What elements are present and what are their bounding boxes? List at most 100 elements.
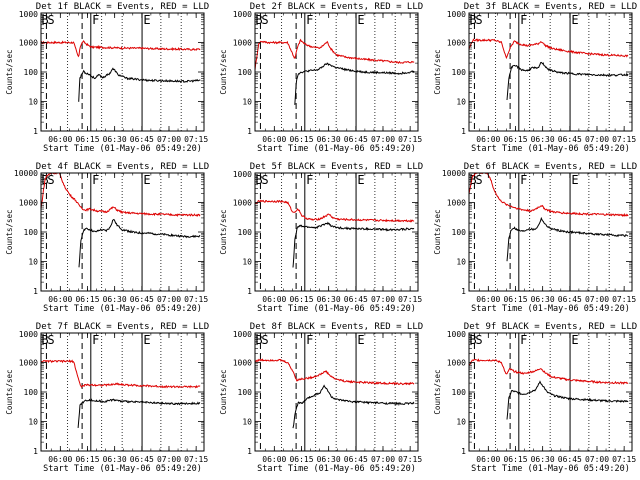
- marker-label-f: F: [306, 173, 313, 187]
- plot-frame: [468, 172, 633, 292]
- y-axis-label: Counts/sec: [219, 369, 228, 414]
- marker-label-b: B: [469, 13, 476, 27]
- marker-label-f: F: [306, 13, 313, 27]
- marker-label-b: B: [255, 333, 262, 347]
- marker-label-e: E: [571, 13, 578, 27]
- x-tick-label: 07:15: [398, 135, 422, 144]
- events-series-line: [292, 384, 415, 429]
- plot-frame: [254, 172, 419, 292]
- x-tick-label: 06:30: [317, 295, 341, 304]
- marker-label-s: S: [261, 333, 268, 347]
- x-tick-label: 06:15: [75, 455, 99, 464]
- x-axis-label: Start Time (01-May-06 05:49:20): [471, 144, 630, 154]
- x-tick-label: 06:15: [75, 135, 99, 144]
- x-tick-label: 06:30: [531, 295, 555, 304]
- y-tick-label: 100: [24, 388, 39, 397]
- panel-title: Det 6f BLACK = Events, RED = LLD: [464, 162, 637, 172]
- y-axis-label: Counts/sec: [5, 49, 14, 94]
- y-axis-label: Counts/sec: [219, 49, 228, 94]
- x-tick-label: 06:00: [262, 135, 286, 144]
- x-tick-label: 07:15: [184, 135, 208, 144]
- marker-label-e: E: [571, 173, 578, 187]
- x-tick-label: 06:00: [476, 295, 500, 304]
- x-axis-label: Start Time (01-May-06 05:49:20): [43, 304, 202, 314]
- plot-frame: [468, 12, 633, 132]
- y-tick-label: 1000: [447, 39, 466, 48]
- y-tick-label: 10: [242, 258, 252, 267]
- time-markers: [473, 333, 610, 451]
- events-series-line: [78, 67, 201, 102]
- marker-label-e: E: [571, 333, 578, 347]
- marker-label-f: F: [92, 333, 99, 347]
- x-tick-label: 07:15: [398, 455, 422, 464]
- x-tick-label: 07:00: [371, 455, 395, 464]
- events-series-line: [292, 221, 415, 268]
- x-tick-label: 06:30: [317, 455, 341, 464]
- marker-label-b: B: [41, 333, 48, 347]
- x-tick-label: 06:45: [130, 455, 154, 464]
- y-tick-label: 100: [24, 68, 39, 77]
- x-tick-label: 06:00: [48, 295, 72, 304]
- y-tick-label: 1000: [233, 359, 252, 368]
- marker-label-e: E: [143, 173, 150, 187]
- events-series-line: [77, 398, 201, 428]
- x-tick-label: 06:45: [344, 455, 368, 464]
- panel-title: Det 9f BLACK = Events, RED = LLD: [464, 322, 637, 332]
- y-tick-label: 10: [242, 98, 252, 107]
- x-tick-label: 07:15: [612, 455, 636, 464]
- x-tick-label: 06:45: [344, 135, 368, 144]
- y-tick-label: 1000: [19, 10, 38, 19]
- lld-series-line: [255, 199, 415, 223]
- plot-frame: [254, 332, 419, 452]
- x-tick-label: 06:15: [503, 295, 527, 304]
- series-group: [255, 38, 415, 105]
- marker-label-b: B: [469, 173, 476, 187]
- x-tick-label: 07:15: [612, 135, 636, 144]
- x-tick-label: 06:45: [130, 135, 154, 144]
- x-tick-label: 06:00: [262, 295, 286, 304]
- marker-label-s: S: [475, 173, 482, 187]
- x-tick-label: 07:15: [398, 295, 422, 304]
- events-series-line: [294, 62, 415, 105]
- y-tick-label: 1000: [233, 330, 252, 339]
- panel-title: Det 4f BLACK = Events, RED = LLD: [36, 162, 209, 172]
- series-group: [469, 173, 629, 262]
- marker-label-f: F: [520, 13, 527, 27]
- time-markers: [259, 173, 396, 291]
- y-tick-label: 10: [242, 418, 252, 427]
- y-tick-label: 100: [452, 388, 467, 397]
- x-tick-label: 06:45: [130, 295, 154, 304]
- x-tick-label: 07:15: [612, 295, 636, 304]
- lld-series-line: [469, 38, 629, 60]
- y-tick-label: 1: [247, 447, 252, 456]
- plot-frame: [254, 12, 419, 132]
- series-group: [41, 359, 201, 428]
- y-tick-label: 1000: [19, 199, 38, 208]
- marker-label-f: F: [92, 13, 99, 27]
- events-series-line: [506, 216, 629, 262]
- y-tick-label: 1: [461, 447, 466, 456]
- lld-series-line: [255, 358, 415, 386]
- lld-series-line: [469, 358, 629, 385]
- y-tick-label: 10: [28, 98, 38, 107]
- time-markers: [473, 13, 610, 131]
- x-tick-label: 07:15: [184, 295, 208, 304]
- lld-series-line: [255, 38, 415, 71]
- x-tick-label: 06:30: [531, 135, 555, 144]
- marker-label-s: S: [475, 333, 482, 347]
- y-tick-label: 100: [452, 68, 467, 77]
- marker-label-e: E: [357, 13, 364, 27]
- plot-frame: [40, 12, 205, 132]
- y-tick-label: 1: [461, 287, 466, 296]
- lld-series-line: [469, 173, 629, 217]
- y-tick-label: 1000: [233, 170, 252, 179]
- y-tick-label: 1: [461, 127, 466, 136]
- y-tick-label: 10000: [442, 169, 466, 178]
